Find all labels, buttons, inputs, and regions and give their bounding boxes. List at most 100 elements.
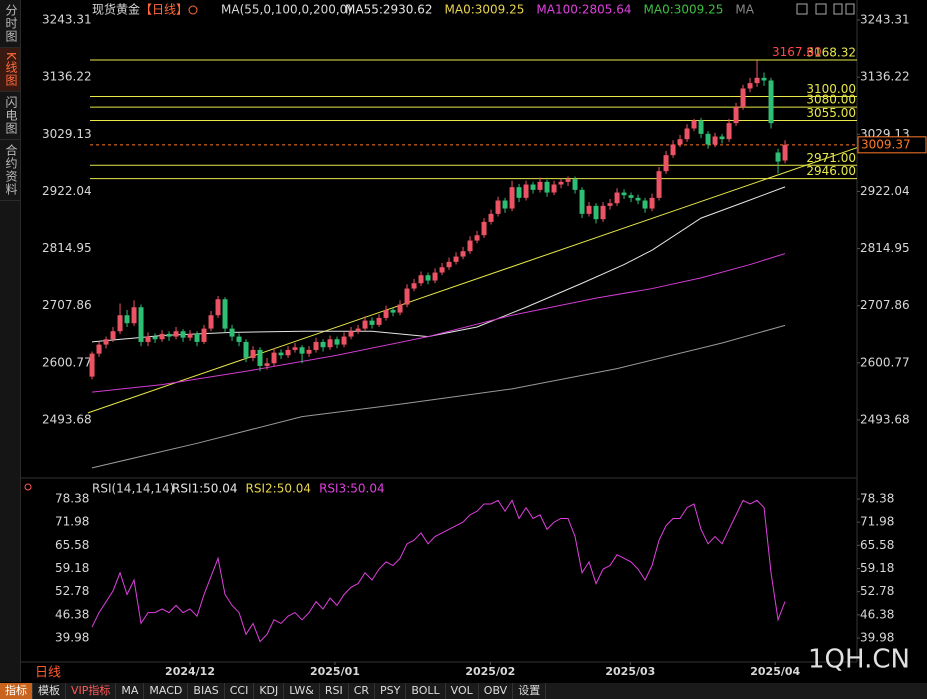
toolbar-item[interactable]: VOL — [446, 683, 479, 699]
y-tick-label: 65.58 — [860, 538, 894, 552]
toolbar-item[interactable]: PSY — [375, 683, 407, 699]
last-price-box — [857, 136, 927, 154]
icon[interactable] — [845, 3, 855, 15]
toolbar-item[interactable]: CR — [349, 683, 376, 699]
legend-entry: RSI3:50.04 — [319, 482, 385, 496]
y-tick-label: 39.98 — [55, 630, 89, 644]
side-tab[interactable]: 合约资料 — [0, 140, 20, 201]
candle-body — [579, 189, 585, 214]
candle-body — [376, 317, 382, 325]
side-tab[interactable]: K线图 — [0, 48, 20, 92]
last-price-label: 3009.37 — [861, 137, 911, 151]
level-label: 3055.00 — [806, 106, 856, 120]
y-tick-label: 71.98 — [55, 515, 89, 529]
toolbar-item[interactable]: RSI — [320, 683, 349, 699]
candle-body — [768, 80, 774, 124]
candle-body — [425, 275, 431, 281]
icon[interactable] — [815, 3, 827, 15]
legend-entry: MA0:3009.25 — [445, 3, 525, 17]
toolbar-item[interactable]: OBV — [479, 683, 514, 699]
candle-body — [411, 283, 417, 289]
candle-body — [96, 344, 102, 354]
candle-body — [278, 352, 284, 356]
legend-entry: MA0:3009.25 — [644, 3, 724, 17]
y-tick-label: 2922.04 — [860, 184, 910, 198]
legend-entry: RSI2:50.04 — [246, 482, 312, 496]
ma-line — [91, 253, 786, 393]
y-tick-label: 52.78 — [55, 584, 89, 598]
candle-body — [271, 352, 277, 364]
y-tick-label: 3136.22 — [860, 70, 910, 84]
candle-body — [334, 339, 340, 345]
icon[interactable] — [833, 3, 843, 15]
candle-body — [306, 349, 312, 354]
toolbar-item[interactable]: CCI — [225, 683, 255, 699]
candle-body — [439, 267, 445, 273]
candle-body — [89, 353, 95, 377]
candle-body — [698, 120, 704, 134]
candle-body — [418, 275, 424, 284]
settings-icon[interactable] — [188, 5, 198, 15]
side-tab[interactable]: 分时图 — [0, 0, 20, 48]
level-label: 2946.00 — [806, 164, 856, 178]
y-tick-label: 52.78 — [860, 584, 894, 598]
x-tick-label: 2024/12 — [165, 665, 215, 678]
candle-body — [383, 309, 389, 318]
candle-body — [495, 200, 501, 214]
y-tick-label: 2493.68 — [42, 412, 92, 426]
y-tick-label: 78.38 — [55, 492, 89, 506]
candle-body — [460, 251, 466, 257]
toolbar-item[interactable]: KDJ — [254, 683, 285, 699]
y-tick-label: 59.18 — [860, 561, 894, 575]
candle-body — [614, 192, 620, 204]
toolbar-item[interactable]: 指标 — [0, 683, 33, 699]
candle-body — [656, 171, 662, 198]
side-tab[interactable]: 闪电图 — [0, 92, 20, 140]
y-tick-label: 2814.95 — [860, 241, 910, 255]
y-tick-label: 59.18 — [55, 561, 89, 575]
icon[interactable] — [796, 3, 808, 15]
candle-body — [509, 187, 515, 209]
toolbar-item[interactable]: BIAS — [188, 683, 225, 699]
candle-body — [474, 235, 480, 241]
toolbar-item[interactable]: LW& — [284, 683, 320, 699]
ma-line — [91, 324, 786, 469]
toolbar-item[interactable]: VIP指标 — [66, 683, 117, 699]
candle-body — [586, 205, 592, 214]
watermark: 1QH.CN — [808, 645, 910, 675]
y-tick-label: 2814.95 — [42, 241, 92, 255]
sidebar: 分时图 K线图 闪电图 合约资料 — [0, 0, 21, 682]
chart-title: 现货黄金 — [92, 2, 140, 17]
y-tick-label: 3029.13 — [42, 127, 92, 141]
candle-body — [775, 152, 781, 162]
rsi-icon[interactable] — [24, 483, 32, 491]
y-tick-label: 3243.31 — [860, 13, 910, 27]
period-label: 日线 — [35, 666, 61, 681]
candle-body — [523, 184, 529, 198]
y-tick-label: 2600.77 — [860, 355, 910, 369]
y-tick-label: 2600.77 — [42, 355, 92, 369]
candle-body — [103, 339, 109, 345]
toolbar-item[interactable]: MA — [116, 683, 145, 699]
candle-body — [117, 315, 123, 332]
y-tick-label: 65.58 — [55, 538, 89, 552]
candle-body — [327, 339, 333, 348]
toolbar-item[interactable]: MACD — [144, 683, 189, 699]
toolbar-item[interactable]: BOLL — [406, 683, 446, 699]
level-label: 3100.00 — [806, 82, 856, 96]
period[interactable]: 【日线】 — [140, 3, 188, 17]
legend-entry: RSI1:50.04 — [172, 482, 238, 496]
y-tick-label: 3243.31 — [42, 13, 92, 27]
candle-body — [432, 272, 438, 281]
toolbar-item[interactable]: 模板 — [33, 683, 66, 699]
toolbar-item[interactable]: 设置 — [513, 683, 547, 699]
candle-body — [201, 328, 207, 342]
candle-body — [740, 88, 746, 108]
y-tick-label: 3136.22 — [42, 70, 92, 84]
candle-body — [145, 336, 151, 342]
legend-entry: MA — [735, 3, 754, 17]
y-tick-label: 2707.86 — [42, 298, 92, 312]
candle-body — [551, 184, 557, 193]
rsi-line — [91, 499, 786, 643]
candle-body — [607, 203, 613, 206]
